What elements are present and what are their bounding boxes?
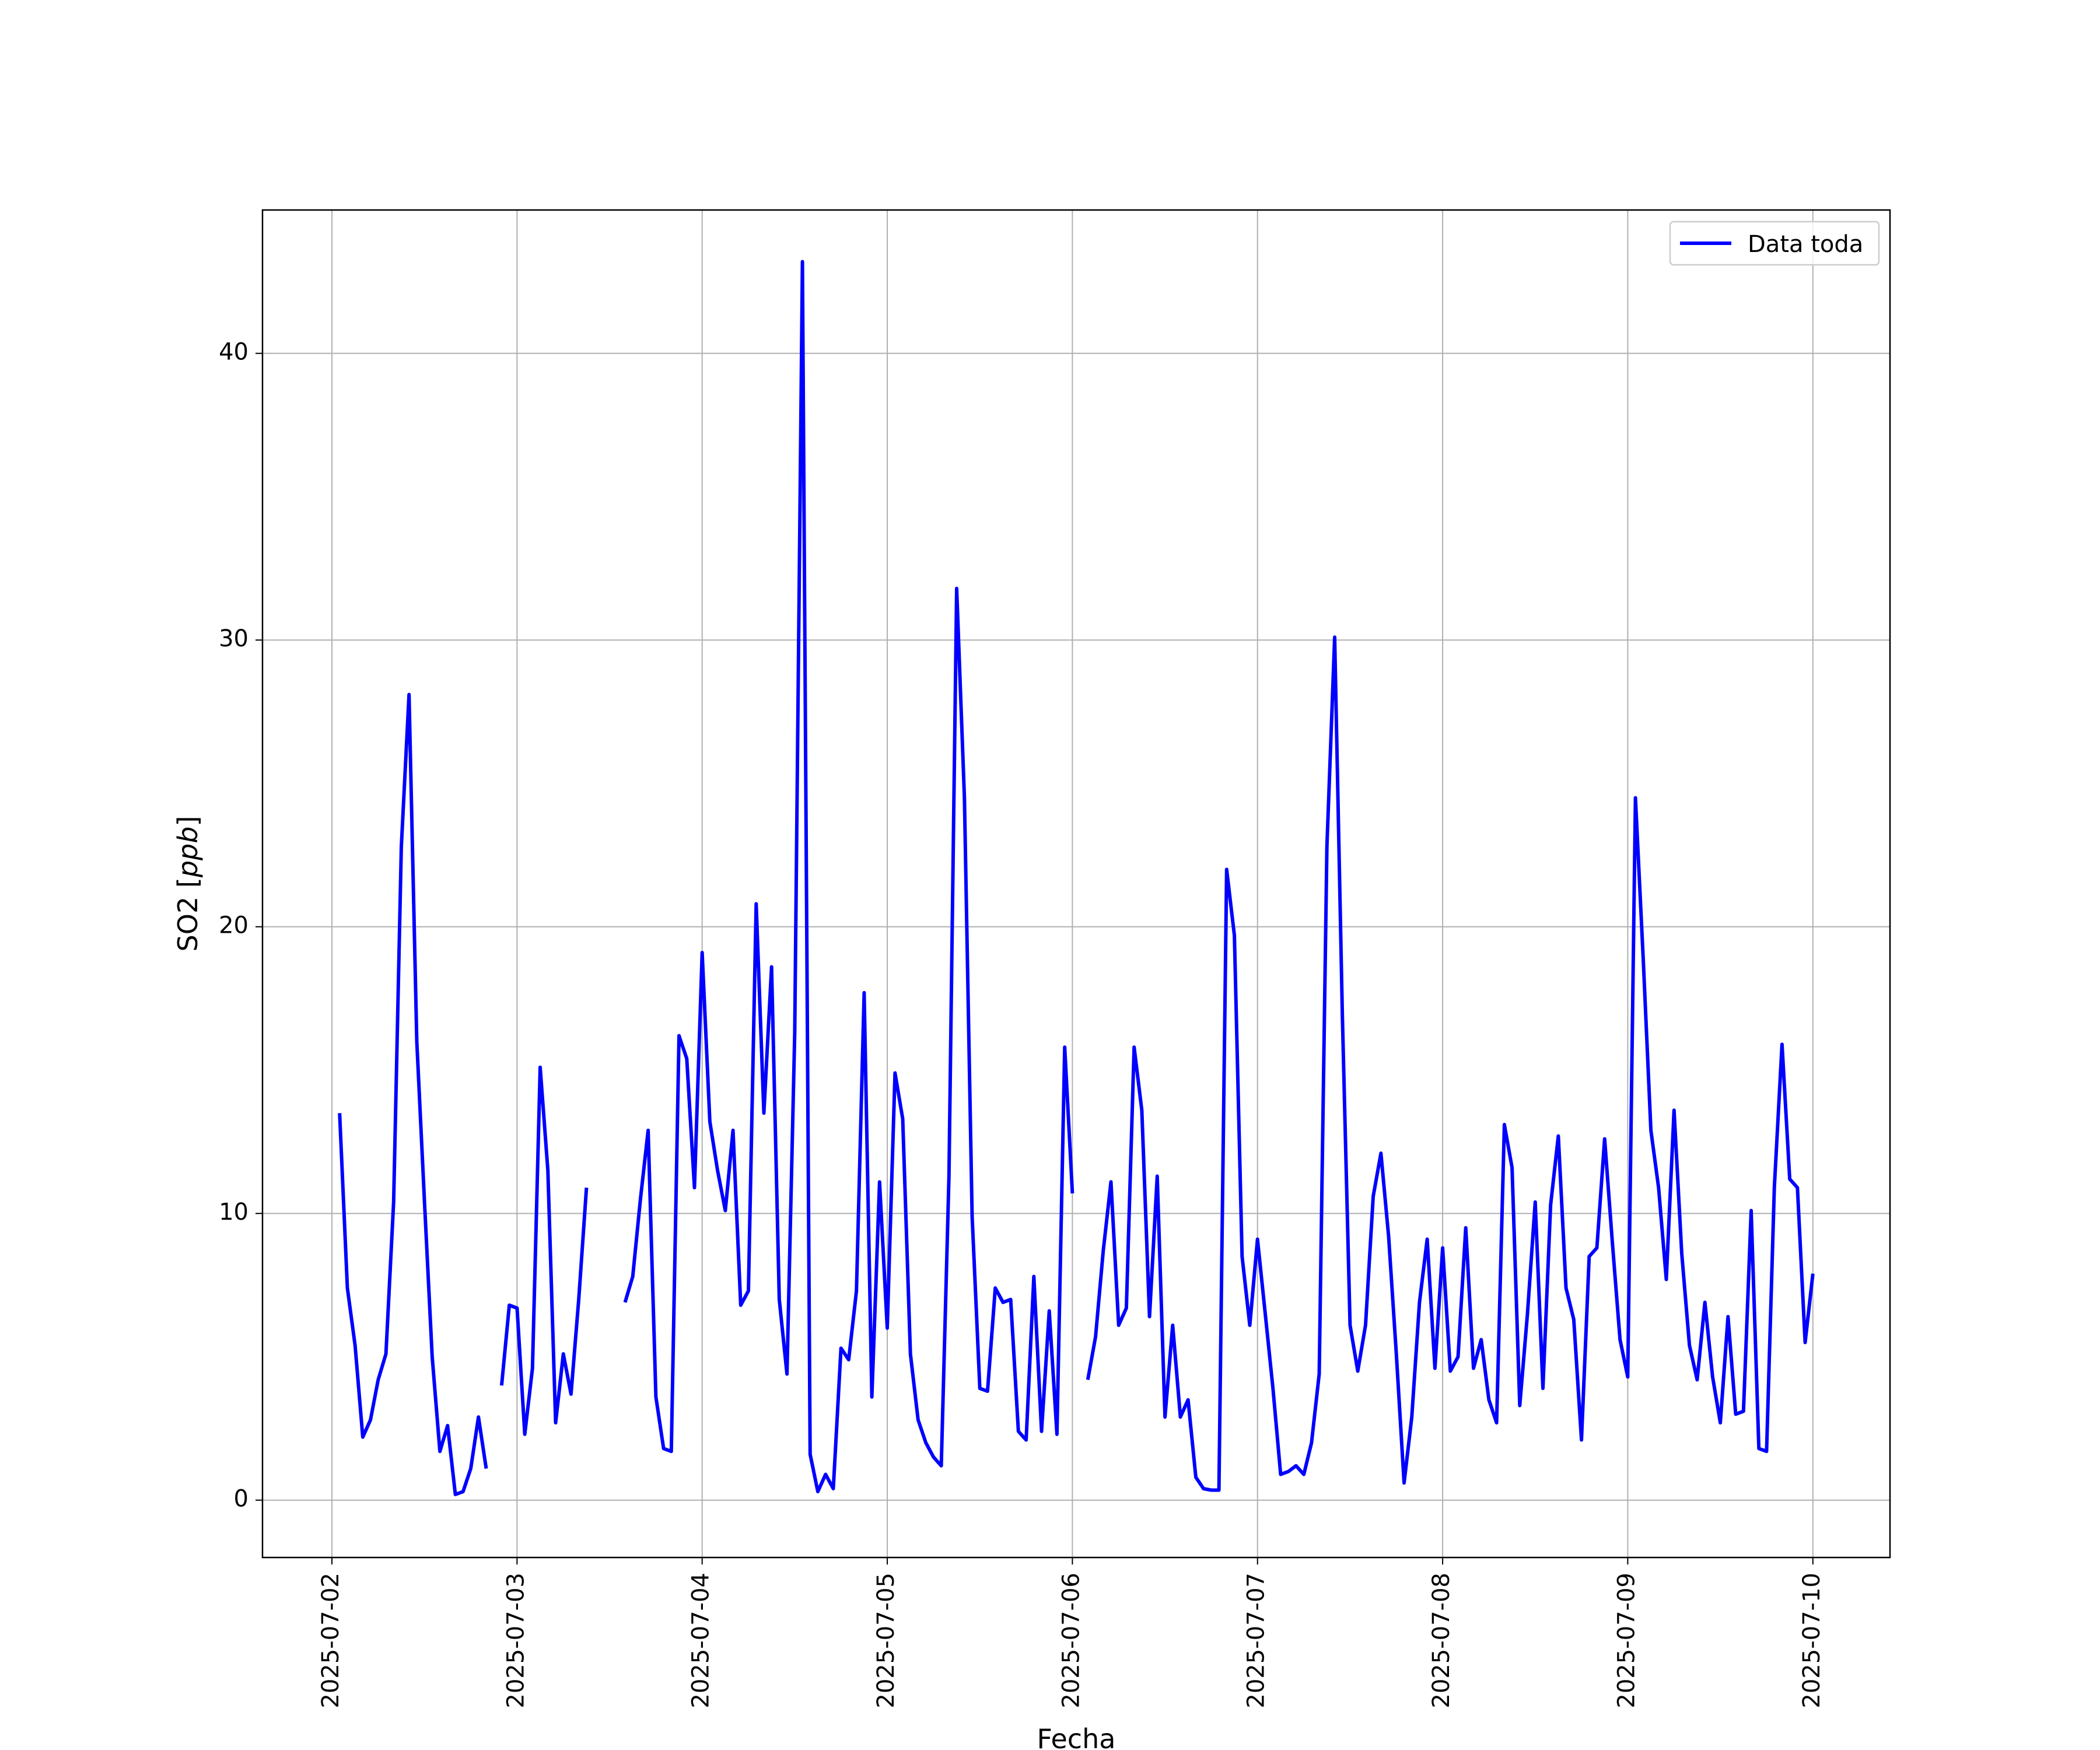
x-tick-label: 2025-07-08	[1428, 1573, 1455, 1708]
y-axis-label: SO2 [ppb]	[172, 816, 204, 952]
y-tick-label: 10	[219, 1199, 249, 1226]
x-tick-label: 2025-07-02	[317, 1573, 344, 1708]
legend-label: Data toda	[1748, 231, 1863, 258]
legend: Data toda	[1669, 220, 1880, 266]
y-tick-label: 20	[219, 912, 249, 939]
series-0-segment-0	[338, 692, 488, 1496]
plot-frame	[261, 209, 1891, 1559]
plot-area	[262, 210, 1890, 1558]
series-0-segment-1	[499, 1065, 589, 1436]
x-axis-label: Fecha	[1037, 1723, 1116, 1750]
series-0-segment-2	[623, 260, 1074, 1493]
legend-box	[1669, 220, 1880, 266]
y-tick-label: 30	[219, 625, 249, 652]
x-tick-label: 2025-07-10	[1798, 1573, 1825, 1708]
x-tick-label: 2025-07-07	[1243, 1573, 1270, 1708]
y-axis-label-unit: ppb	[172, 827, 204, 878]
x-tick-label: 2025-07-06	[1058, 1573, 1084, 1708]
grid	[262, 210, 1890, 1558]
y-axis: 0 10 20 30 40	[219, 339, 262, 1513]
x-tick-label: 2025-07-03	[502, 1573, 529, 1708]
series-0-segment-3	[1086, 635, 1815, 1492]
x-axis: 2025-07-02 2025-07-03 2025-07-04 2025-07-05…	[317, 1558, 1825, 1708]
line-series	[338, 260, 1815, 1496]
x-tick-label: 2025-07-09	[1613, 1573, 1640, 1708]
x-tick-label: 2025-07-05	[873, 1573, 900, 1708]
y-tick-label: 40	[219, 339, 249, 366]
y-axis-label-main: SO2 [	[172, 877, 204, 951]
y-axis-label-close: ]	[172, 816, 204, 827]
y-tick-label: 0	[234, 1486, 249, 1513]
x-tick-label: 2025-07-04	[688, 1573, 715, 1708]
